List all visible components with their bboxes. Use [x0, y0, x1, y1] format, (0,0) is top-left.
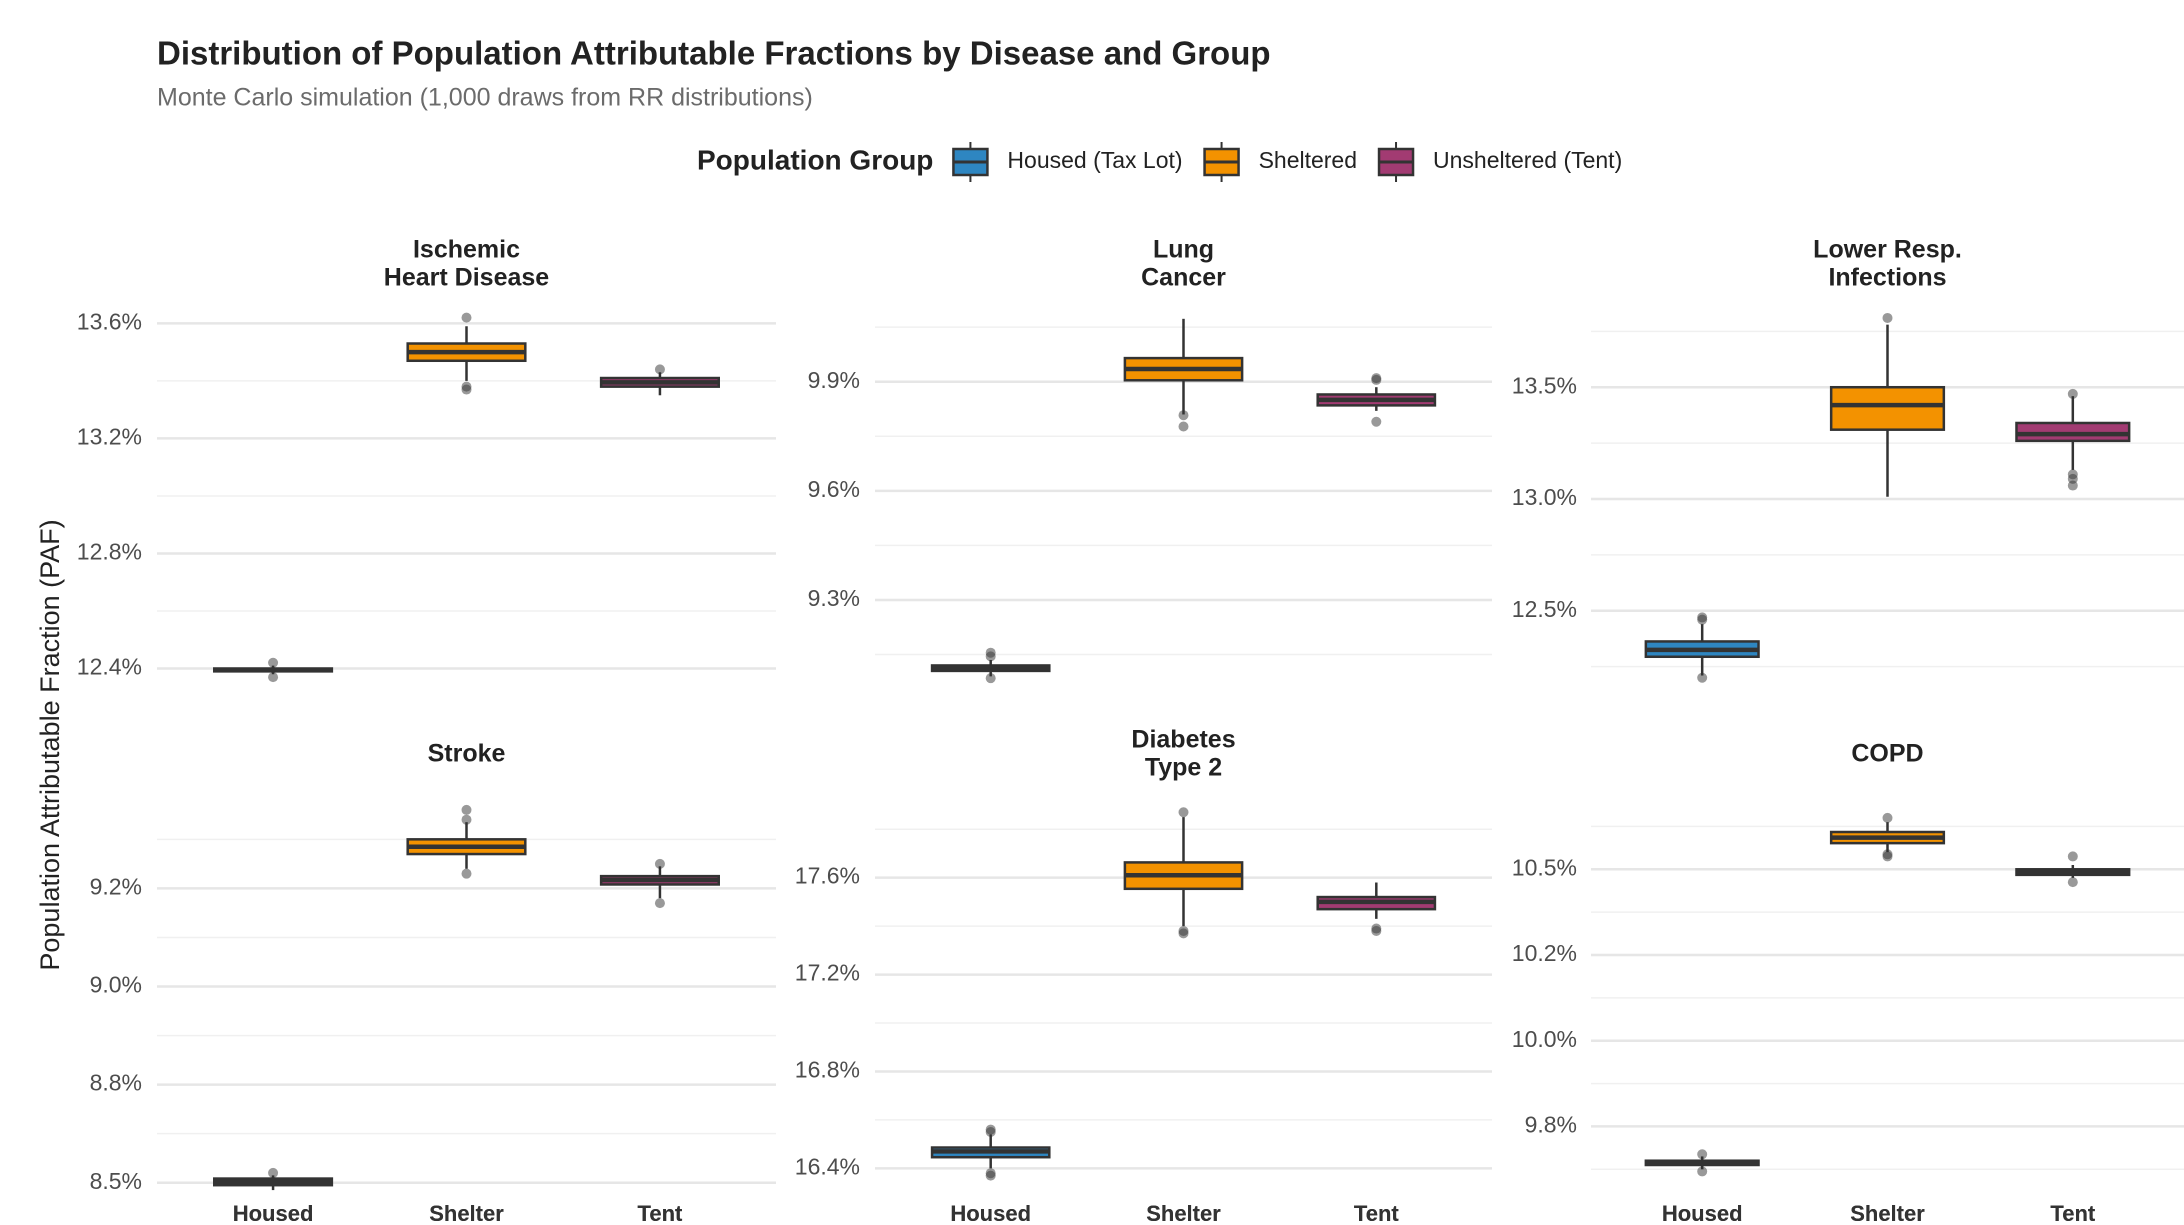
panel-title: Heart Disease: [384, 264, 549, 292]
y-tick-label: 12.5%: [1512, 596, 1577, 622]
outlier: [1882, 851, 1893, 862]
outlier: [2067, 851, 2078, 862]
x-tick-label: Shelter: [1146, 1201, 1221, 1225]
y-tick-label: 9.2%: [90, 873, 142, 899]
x-tick-label: Shelter: [1146, 1201, 1221, 1225]
outlier: [268, 1167, 279, 1178]
x-tick-label: Housed: [233, 1201, 314, 1225]
outlier: [1371, 925, 1382, 936]
x-tick-label: Tent: [638, 1201, 683, 1225]
y-tick-label: 10.5%: [1512, 854, 1577, 880]
outlier: [1697, 672, 1708, 683]
outlier: [461, 312, 472, 323]
y-tick-label: 13.2%: [77, 423, 142, 449]
outlier: [1178, 807, 1189, 818]
outlier: [1697, 1166, 1708, 1177]
outlier: [985, 1170, 996, 1181]
outlier: [1697, 1149, 1708, 1160]
panel: 8.5% 8.8% 9.0% 9.2% Stroke Housed Shelter Tent: [90, 740, 776, 1225]
y-tick-label: 13.0%: [1512, 484, 1577, 510]
outlier: [1371, 416, 1382, 427]
y-tick-label: 16.4%: [795, 1153, 860, 1179]
y-tick-label: 12.8%: [77, 539, 142, 565]
outlier: [1882, 812, 1893, 823]
x-tick-label: Tent: [1354, 1201, 1399, 1225]
y-tick-label: 13.5%: [1512, 372, 1577, 398]
outlier: [985, 673, 996, 684]
outlier: [1178, 410, 1189, 421]
outlier: [2067, 877, 2078, 888]
x-tick-label: Tent: [1354, 1201, 1399, 1225]
panel-title: Lung: [1153, 236, 1214, 264]
outlier: [654, 364, 665, 375]
x-tick-label: Housed: [950, 1201, 1031, 1225]
panel-title: Type 2: [1145, 754, 1222, 782]
outlier: [985, 1124, 996, 1135]
x-tick-label: Housed: [233, 1201, 314, 1225]
legend-label: Sheltered: [1259, 147, 1357, 173]
box: [1829, 385, 1946, 431]
outlier: [654, 858, 665, 869]
y-tick-label: 16.8%: [795, 1057, 860, 1083]
panel-title: Stroke: [428, 740, 506, 768]
x-tick-label: Tent: [2050, 1201, 2095, 1225]
outlier: [1371, 374, 1382, 385]
panel-title: Cancer: [1141, 264, 1226, 292]
panel-title: Lower Resp.: [1813, 236, 1962, 264]
x-tick-label: Shelter: [429, 1201, 504, 1225]
outlier: [461, 804, 472, 815]
outlier: [654, 898, 665, 909]
y-tick-label: 8.5%: [90, 1168, 142, 1194]
panel-title: Ischemic: [413, 236, 520, 264]
outlier: [1882, 312, 1893, 323]
y-tick-label: 17.2%: [795, 960, 860, 986]
y-tick-label: 12.4%: [77, 654, 142, 680]
y-tick-label: 8.8%: [90, 1070, 142, 1096]
outlier: [1178, 928, 1189, 939]
chart-subtitle: Monte Carlo simulation (1,000 draws from…: [157, 84, 813, 112]
x-tick-label: Shelter: [1850, 1201, 1925, 1225]
y-tick-label: 10.2%: [1512, 940, 1577, 966]
legend-title: Population Group: [697, 144, 933, 175]
x-tick-label: Housed: [950, 1201, 1031, 1225]
y-tick-label: 9.8%: [1525, 1112, 1577, 1138]
x-tick-label: Tent: [2050, 1201, 2095, 1225]
chart-title: Distribution of Population Attributable …: [157, 35, 1271, 72]
x-tick-label: Tent: [638, 1201, 683, 1225]
x-tick-label: Shelter: [429, 1201, 504, 1225]
legend-label: Housed (Tax Lot): [1007, 147, 1182, 173]
y-tick-label: 13.6%: [77, 308, 142, 334]
x-tick-label: Housed: [1662, 1201, 1743, 1225]
outlier: [268, 657, 279, 668]
outlier: [268, 672, 279, 683]
outlier: [1178, 421, 1189, 432]
outlier: [461, 814, 472, 825]
panel: 12.5% 13.0% 13.5% Lower Resp.Infections Hous…: [1512, 236, 2184, 1225]
panel-title: Diabetes: [1131, 726, 1235, 754]
y-tick-label: 9.9%: [808, 367, 860, 393]
y-tick-label: 17.6%: [795, 863, 860, 889]
x-tick-label: Housed: [1662, 1201, 1743, 1225]
outlier: [2067, 480, 2078, 491]
y-tick-label: 9.6%: [808, 476, 860, 502]
outlier: [461, 868, 472, 879]
panel-title: COPD: [1851, 740, 1923, 768]
outlier: [1697, 614, 1708, 625]
y-tick-label: 9.0%: [90, 972, 142, 998]
x-tick-label: Shelter: [1850, 1201, 1925, 1225]
outlier: [985, 647, 996, 658]
y-tick-label: 10.0%: [1512, 1026, 1577, 1052]
outlier: [2067, 388, 2078, 399]
y-tick-label: 9.3%: [808, 585, 860, 611]
panel: 9.8% 10.0% 10.2% 10.5% COPD Housed Shelter Tent: [1512, 740, 2184, 1225]
legend-label: Unsheltered (Tent): [1433, 147, 1622, 173]
panel-title: Infections: [1828, 264, 1946, 292]
y-axis-label: Population Attributable Fraction (PAF): [35, 519, 65, 970]
outlier: [461, 384, 472, 395]
